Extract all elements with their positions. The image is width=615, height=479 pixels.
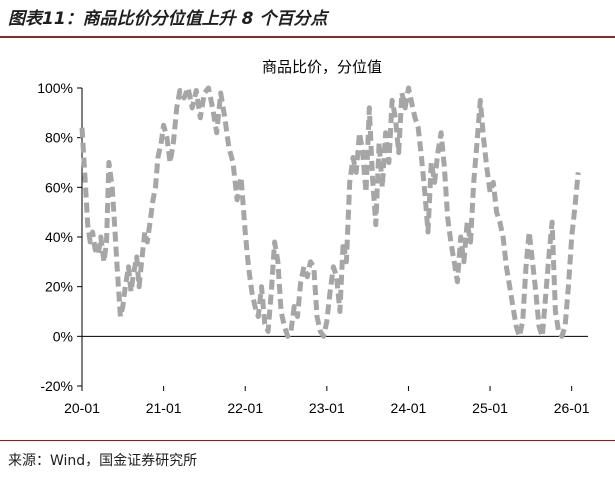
title-rule — [0, 36, 615, 38]
y-tick-label: 0% — [53, 328, 73, 344]
x-tick-label: 26-01 — [554, 400, 590, 416]
y-tick-label: -20% — [40, 378, 73, 394]
source-rule — [0, 440, 615, 441]
y-tick-label: 80% — [45, 130, 73, 146]
x-tick-label: 21-01 — [146, 400, 182, 416]
x-tick-label: 22-01 — [227, 400, 263, 416]
source-note: 来源：Wind，国金证券研究所 — [8, 453, 198, 469]
series-line-0 — [79, 85, 581, 339]
x-tick-label: 24-01 — [391, 400, 427, 416]
plot-area — [79, 85, 581, 339]
chart-title: 商品比价，分位值 — [262, 58, 382, 76]
y-tick-label: 40% — [45, 229, 73, 245]
x-tick-label: 23-01 — [309, 400, 345, 416]
x-axis: 20-01 21-01 22-01 23-01 24-01 25-01 26-01 — [64, 335, 590, 416]
x-tick-label: 20-01 — [64, 400, 100, 416]
figure-title: 图表11：商品比价分位值上升 8 个百分点 — [8, 9, 328, 29]
x-tick-label: 25-01 — [472, 400, 508, 416]
y-axis: -20% 0% 20% 40% 60% 80% 100% — [37, 80, 83, 394]
y-tick-label: 100% — [37, 80, 73, 96]
y-tick-label: 60% — [45, 179, 73, 195]
y-tick-label: 20% — [45, 279, 73, 295]
